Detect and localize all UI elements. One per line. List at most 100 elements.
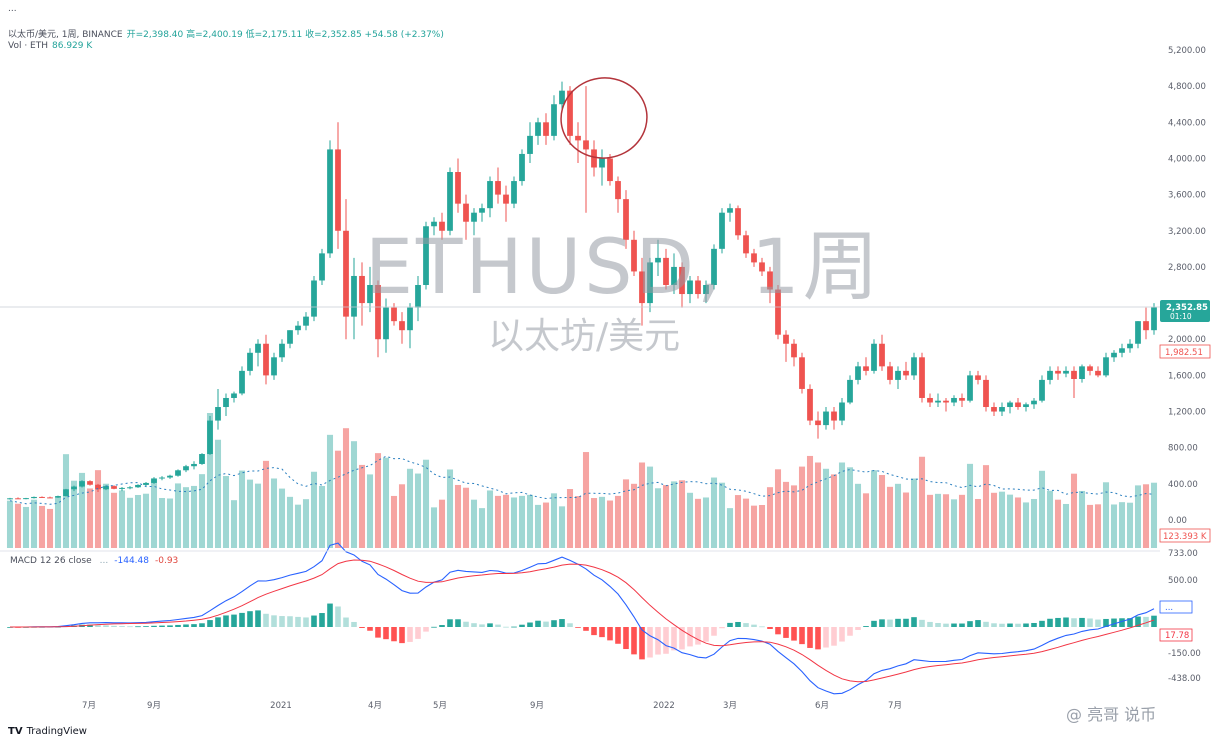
macd-histogram-bar <box>831 627 837 646</box>
current-price-value: 2,352.85 <box>1166 303 1208 313</box>
macd-histogram-bar <box>183 624 189 627</box>
volume-bar <box>662 485 670 548</box>
volume-bar <box>38 505 46 548</box>
volume-bar <box>1102 482 1110 548</box>
candle-body <box>479 208 485 213</box>
volume-bar <box>150 479 158 548</box>
candle-body <box>1055 370 1061 374</box>
macd-histogram-bar <box>191 624 197 627</box>
macd-legend: MACD 12 26 close... -144.48 -0.93 <box>10 556 178 566</box>
candle-body <box>71 486 77 490</box>
volume-bar <box>126 497 134 548</box>
macd-line-tag <box>1159 600 1193 614</box>
volume-bar <box>94 470 102 548</box>
volume-bar <box>254 483 262 548</box>
macd-histogram-bar <box>775 627 781 635</box>
volume-bar <box>350 441 358 548</box>
macd-histogram-bar <box>799 627 805 645</box>
volume-bar <box>510 497 518 548</box>
macd-histogram-bar <box>1039 620 1045 627</box>
macd-histogram-bar <box>1135 616 1141 627</box>
candle-body <box>575 135 581 141</box>
volume-bar <box>1030 498 1038 548</box>
volume-bar <box>686 492 694 548</box>
macd-histogram-bar <box>1023 623 1029 627</box>
tradingview-text: TradingView <box>26 726 87 737</box>
volume-bar <box>678 480 686 548</box>
candle-body <box>127 487 133 489</box>
candle-body <box>319 253 325 281</box>
macd-histogram-bar <box>855 627 861 630</box>
macd-axis: 733.00 500.00 -150.00 -438.00... 17.78 <box>1159 549 1201 684</box>
volume-bar <box>118 490 126 548</box>
time-axis: 7月 9月 2021 4月 5月 9月 2022 3月 6月 7月 <box>82 701 902 711</box>
candle-body <box>1063 370 1069 374</box>
candle-body <box>407 307 413 331</box>
macd-histogram-bar <box>1087 618 1093 627</box>
symbol-watermark: ETHUSD, 1周 <box>365 222 882 311</box>
candle-body <box>935 400 941 403</box>
time-axis-label: 2022 <box>653 701 675 711</box>
candle-body <box>255 343 261 353</box>
macd-histogram-bar <box>295 616 301 627</box>
candle-body <box>999 407 1005 412</box>
candle-body <box>543 122 549 136</box>
macd-histogram-bar <box>735 621 741 627</box>
candle-body <box>735 208 741 236</box>
candle-body <box>295 325 301 331</box>
candle-body <box>119 487 125 489</box>
macd-histogram-bar <box>647 627 653 658</box>
candle-body <box>703 285 709 295</box>
volume-bar <box>942 494 950 548</box>
volume-value-tag-text: 123.393 K <box>1163 532 1207 542</box>
macd-histogram-bar <box>439 625 445 627</box>
macd-signal-tag <box>1159 628 1193 642</box>
candle-body <box>615 181 621 200</box>
volume-bar <box>414 473 422 548</box>
candle-body <box>919 357 925 398</box>
macd-histogram-bar <box>951 623 957 627</box>
macd-histogram-bar <box>1031 622 1037 627</box>
macd-histogram-bar <box>903 618 909 627</box>
candle-body <box>167 475 173 478</box>
candle-body <box>895 370 901 380</box>
candle-body <box>415 285 421 308</box>
macd-histogram-bar <box>263 613 269 627</box>
candle-body <box>527 135 533 154</box>
macd-histogram-bar <box>311 615 317 627</box>
macd-histogram-bar <box>1151 615 1157 627</box>
volume-bar <box>214 439 222 548</box>
candle-body <box>639 271 645 304</box>
macd-histogram-bar <box>119 626 125 627</box>
macd-histogram-bar <box>959 623 965 627</box>
candle-body <box>655 257 661 263</box>
volume-bar <box>390 495 398 548</box>
volume-bar <box>750 505 758 548</box>
candle-body <box>991 407 997 412</box>
candle-body <box>39 496 45 498</box>
candle-body <box>1039 379 1045 401</box>
macd-histogram-bar <box>167 625 173 627</box>
volume-bar <box>1118 502 1126 548</box>
volume-bar <box>558 506 566 548</box>
candle-body <box>567 90 573 136</box>
macd-histogram-bar <box>239 612 245 627</box>
volume-bar <box>702 497 710 548</box>
time-axis-label: 9月 <box>530 701 544 711</box>
tradingview-logo[interactable]: TV TradingView <box>8 726 87 737</box>
macd-histogram-bar <box>583 627 589 631</box>
macd-histogram-bar <box>303 617 309 627</box>
volume-bar <box>1062 503 1070 548</box>
volume-bar <box>974 498 982 548</box>
volume-bar <box>638 462 646 548</box>
volume-bars <box>6 413 1158 548</box>
time-axis-label: 7月 <box>888 701 902 711</box>
macd-axis-label: 500.00 <box>1168 576 1198 586</box>
volume-bar <box>1150 482 1158 548</box>
current-price-tag <box>1160 300 1210 322</box>
candle-body <box>831 411 837 421</box>
volume-line: Vol · ETH 86.929 K <box>8 41 92 51</box>
macd-histogram-bar <box>1055 617 1061 627</box>
macd-histogram-bar <box>807 627 813 648</box>
